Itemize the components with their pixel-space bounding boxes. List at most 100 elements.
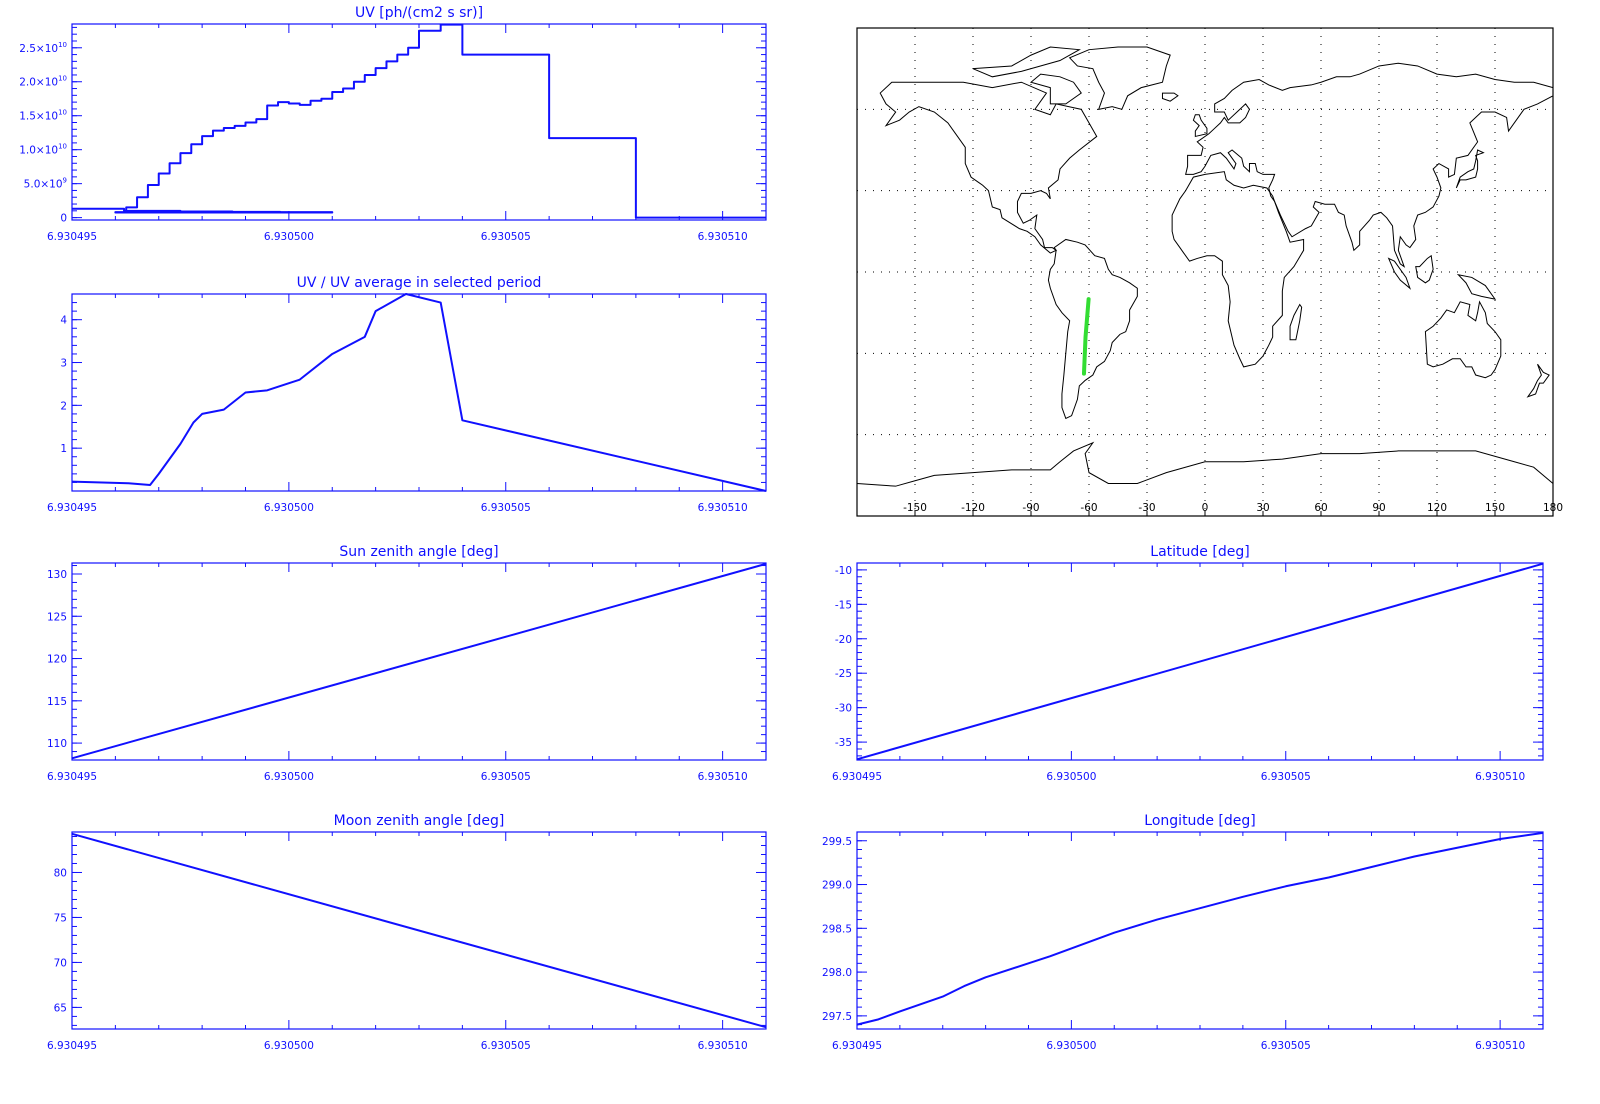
uv-xtick-label: 6.930510 — [698, 231, 748, 243]
mza-plot: Moon zenith angle [deg] 6.930495 6.930500 6… — [47, 813, 767, 1052]
uv-ytick-exp: 10 — [58, 75, 67, 83]
mza-ytick-label: 65 — [54, 1002, 67, 1014]
map-xtick-label: -120 — [961, 502, 985, 514]
lat-xtick-label: 6.930510 — [1475, 771, 1525, 783]
lon-xtick-label: 6.930500 — [1046, 1040, 1096, 1052]
coastline-eurasia — [1185, 62, 1554, 268]
coastline-new-zealand — [1526, 363, 1550, 398]
ratio-ytick-label: 2 — [60, 400, 67, 412]
uv-ytick-label: 0 — [60, 213, 67, 225]
lon-ytick-label: 299.0 — [822, 880, 852, 892]
uv-ytick-label: 2.5×1010 — [19, 41, 67, 55]
sza-ytick-label: 120 — [47, 654, 67, 666]
coastline-arctic-islands — [972, 46, 1081, 78]
uv-ytick-label: 1.0×1010 — [19, 143, 67, 157]
mza-xtick-label: 6.930505 — [481, 1040, 531, 1052]
map-xtick-label: -30 — [1138, 502, 1155, 514]
coastline-madagascar — [1289, 303, 1303, 341]
mza-xtick-label: 6.930495 — [47, 1040, 97, 1052]
mza-xtick-label: 6.930510 — [698, 1040, 748, 1052]
lat-xtick-label: 6.930495 — [832, 771, 882, 783]
uv-ytick-label: 1.5×1010 — [19, 109, 67, 123]
lat-plot: Latitude [deg] 6.930495 6.930500 6.930505 6.… — [832, 544, 1544, 783]
lat-ytick-label: -20 — [835, 634, 852, 646]
ratio-title: UV / UV average in selected period — [297, 275, 542, 291]
world-map: -150 -120 -90 -60 -30 0 30 60 90 120 150 180 — [856, 27, 1563, 517]
sza-xtick-label: 6.930510 — [698, 771, 748, 783]
lat-ytick-label: -30 — [835, 703, 852, 715]
coastline-greenland — [1068, 46, 1171, 110]
uv-series-line — [72, 23, 766, 219]
uv-xtick-label: 6.930500 — [264, 231, 314, 243]
lon-ytick-label: 298.5 — [822, 923, 852, 935]
lon-ytick-label: 297.5 — [822, 1011, 852, 1023]
coastline-baffin-island — [1029, 73, 1082, 105]
sza-xtick-label: 6.930495 — [47, 771, 97, 783]
coastline-new-guinea — [1456, 273, 1497, 300]
coastline-africa — [1171, 171, 1305, 368]
ratio-series-line — [71, 293, 767, 492]
map-xtick-label: 60 — [1314, 502, 1327, 514]
uv-ytick-base: 2.0×10 — [19, 77, 58, 89]
map-xtick-label: -60 — [1080, 502, 1097, 514]
coastline-australia — [1424, 300, 1502, 379]
uv-ytick-base: 2.5×10 — [19, 43, 58, 55]
lat-ytick-label: -10 — [835, 565, 852, 577]
coastline-sumatra — [1387, 257, 1412, 290]
map-xtick-label: 150 — [1485, 502, 1505, 514]
coastlines — [856, 46, 1554, 487]
uv-xtick-label: 6.930495 — [47, 231, 97, 243]
lat-title: Latitude [deg] — [1150, 544, 1249, 560]
uv-ytick-base: 0 — [60, 213, 67, 225]
map-xtick-label: -90 — [1022, 502, 1039, 514]
coastline-british-isles — [1192, 114, 1208, 138]
mza-series-line — [71, 832, 767, 1029]
ratio-ytick-label: 4 — [60, 315, 67, 327]
uv-ytick-label: 5.0×109 — [24, 177, 67, 191]
lat-ytick-label: -15 — [835, 599, 852, 611]
lon-ytick-label: 298.0 — [822, 967, 852, 979]
coastline-antarctica — [856, 441, 1554, 487]
uv-ytick-exp: 10 — [58, 109, 67, 117]
uv-ytick-base: 1.0×10 — [19, 145, 58, 157]
uv-ytick-exp: 9 — [63, 177, 67, 185]
coastline-north-america — [879, 81, 1098, 254]
ratio-plot: UV / UV average in selected period 6.9304… — [47, 275, 767, 514]
uv-xtick-label: 6.930505 — [481, 231, 531, 243]
uv-plot: UV [ph/(cm2 s sr)] 6.930495 6.930500 6.9305… — [19, 5, 767, 243]
lon-xtick-label: 6.930495 — [832, 1040, 882, 1052]
coastline-japan — [1455, 149, 1485, 189]
mza-title: Moon zenith angle [deg] — [334, 813, 505, 829]
coastline-iceland — [1161, 92, 1179, 102]
sza-ytick-label: 110 — [47, 738, 67, 750]
lon-plot: Longitude [deg] 6.930495 6.930500 6.930505 6… — [822, 813, 1544, 1052]
uv-ytick-base: 5.0×10 — [24, 179, 63, 191]
lon-series-line — [856, 831, 1544, 1026]
ground-track — [1081, 297, 1091, 376]
lon-ytick-label: 299.5 — [822, 836, 852, 848]
lon-title: Longitude [deg] — [1144, 813, 1255, 829]
sza-title: Sun zenith angle [deg] — [339, 544, 498, 560]
ratio-xtick-label: 6.930500 — [264, 502, 314, 514]
ratio-frame — [71, 293, 767, 492]
mza-ytick-label: 70 — [54, 957, 67, 969]
lat-series-line — [856, 562, 1544, 761]
sza-ytick-label: 125 — [47, 611, 67, 623]
uv-title: UV [ph/(cm2 s sr)] — [355, 5, 483, 21]
uv-ytick-exp: 10 — [58, 143, 67, 151]
ratio-ytick-label: 3 — [60, 358, 67, 370]
sza-plot: Sun zenith angle [deg] 6.930495 6.930500 6.… — [47, 544, 767, 783]
ratio-xtick-label: 6.930495 — [47, 502, 97, 514]
lat-ytick-label: -25 — [835, 668, 852, 680]
mza-ytick-label: 75 — [54, 912, 67, 924]
sza-xtick-label: 6.930500 — [264, 771, 314, 783]
map-xtick-label: 90 — [1372, 502, 1385, 514]
ratio-xtick-label: 6.930505 — [481, 502, 531, 514]
sza-ytick-label: 130 — [47, 569, 67, 581]
lon-xtick-label: 6.930510 — [1475, 1040, 1525, 1052]
coastline-borneo — [1415, 254, 1434, 284]
uv-frame — [71, 23, 767, 221]
mza-xtick-label: 6.930500 — [264, 1040, 314, 1052]
sza-series-line — [71, 562, 767, 760]
